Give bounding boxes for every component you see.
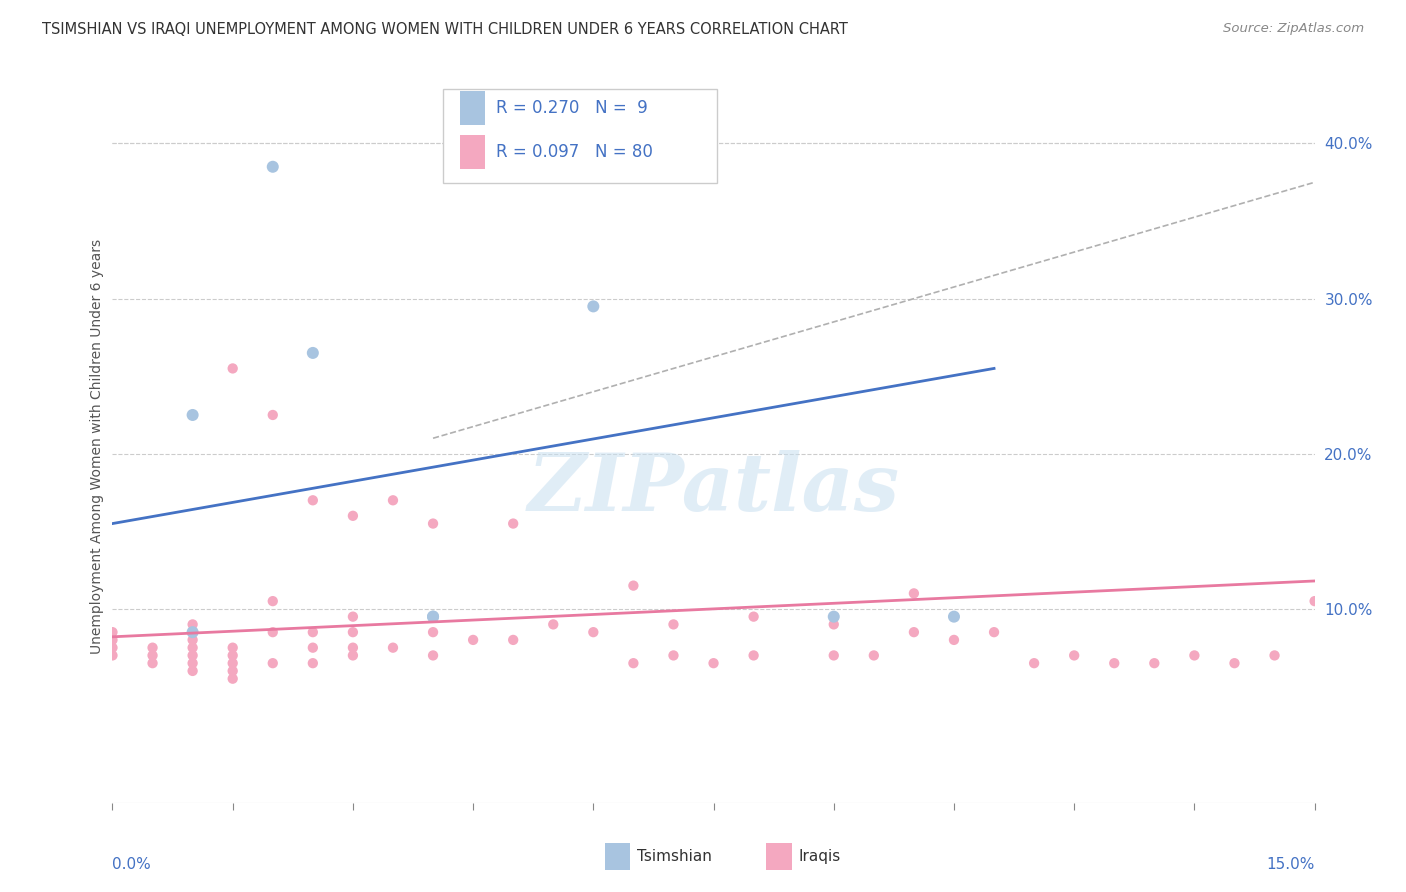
Point [222, 640, 245, 655]
Point [422, 609, 444, 624]
Y-axis label: Unemployment Among Women with Children Under 6 years: Unemployment Among Women with Children U… [90, 238, 104, 654]
Text: ZIPatlas: ZIPatlas [527, 450, 900, 527]
Point [342, 625, 364, 640]
Point [903, 586, 925, 600]
Point [222, 664, 245, 678]
Point [181, 656, 204, 670]
Point [222, 656, 245, 670]
Point [1184, 648, 1206, 663]
Point [621, 579, 644, 593]
Point [262, 625, 284, 640]
Point [181, 632, 204, 647]
Point [502, 632, 524, 647]
Point [181, 625, 204, 640]
Point [662, 648, 685, 663]
Point [382, 493, 405, 508]
Point [262, 408, 284, 422]
Point [101, 640, 124, 655]
Point [543, 617, 565, 632]
Text: Source: ZipAtlas.com: Source: ZipAtlas.com [1223, 22, 1364, 36]
Point [302, 346, 325, 360]
Point [422, 625, 444, 640]
Point [101, 632, 124, 647]
Text: R = 0.097   N = 80: R = 0.097 N = 80 [496, 143, 654, 161]
Point [823, 648, 845, 663]
Text: Tsimshian: Tsimshian [637, 849, 711, 863]
Point [181, 664, 204, 678]
Text: 0.0%: 0.0% [112, 857, 152, 872]
Point [942, 609, 965, 624]
Point [181, 640, 204, 655]
Point [181, 408, 204, 422]
Point [823, 609, 845, 624]
Point [1303, 594, 1326, 608]
Point [742, 609, 765, 624]
Text: R = 0.270   N =  9: R = 0.270 N = 9 [496, 99, 648, 117]
Text: TSIMSHIAN VS IRAQI UNEMPLOYMENT AMONG WOMEN WITH CHILDREN UNDER 6 YEARS CORRELAT: TSIMSHIAN VS IRAQI UNEMPLOYMENT AMONG WO… [42, 22, 848, 37]
Point [141, 648, 163, 663]
Point [302, 625, 325, 640]
Point [461, 632, 484, 647]
Point [342, 640, 364, 655]
Point [823, 617, 845, 632]
Point [621, 656, 644, 670]
Point [101, 625, 124, 640]
Point [262, 656, 284, 670]
Point [422, 516, 444, 531]
Point [222, 672, 245, 686]
Point [983, 625, 1005, 640]
Point [863, 648, 886, 663]
Point [1223, 656, 1246, 670]
Point [141, 656, 163, 670]
Point [342, 648, 364, 663]
Text: Iraqis: Iraqis [799, 849, 841, 863]
Point [382, 640, 405, 655]
Point [702, 656, 725, 670]
Point [342, 508, 364, 523]
Text: 15.0%: 15.0% [1267, 857, 1315, 872]
Point [302, 493, 325, 508]
Point [662, 617, 685, 632]
Point [1024, 656, 1046, 670]
Point [141, 640, 163, 655]
Point [502, 516, 524, 531]
Point [222, 648, 245, 663]
Point [1143, 656, 1166, 670]
Point [262, 160, 284, 174]
Point [422, 648, 444, 663]
Point [222, 361, 245, 376]
Point [1264, 648, 1286, 663]
Point [302, 656, 325, 670]
Point [181, 648, 204, 663]
Point [262, 594, 284, 608]
Point [181, 617, 204, 632]
Point [1102, 656, 1125, 670]
Point [422, 609, 444, 624]
Point [101, 648, 124, 663]
Point [742, 648, 765, 663]
Point [342, 609, 364, 624]
Point [582, 299, 605, 313]
Point [942, 632, 965, 647]
Point [582, 625, 605, 640]
Point [903, 625, 925, 640]
Point [302, 640, 325, 655]
Point [1063, 648, 1085, 663]
